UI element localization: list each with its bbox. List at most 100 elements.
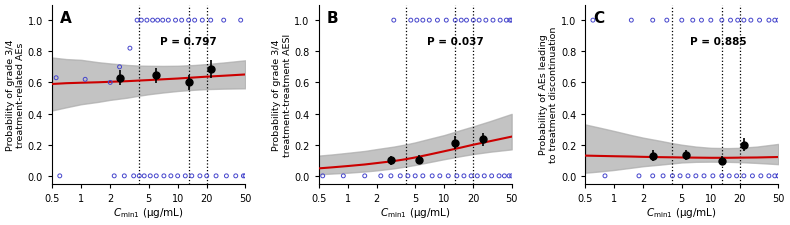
- Point: [471, 174, 483, 178]
- Text: P = 0.797: P = 0.797: [160, 37, 217, 47]
- Point: [762, 174, 775, 178]
- Text: A: A: [60, 11, 72, 26]
- Point: [237, 174, 250, 178]
- Point: [732, 19, 744, 23]
- Point: [730, 174, 743, 178]
- Point: [235, 19, 247, 23]
- Point: [769, 174, 781, 178]
- Text: C: C: [593, 11, 604, 26]
- Point: [687, 19, 699, 23]
- Point: [473, 19, 486, 23]
- Text: P = 0.885: P = 0.885: [690, 37, 747, 47]
- Point: [169, 19, 182, 23]
- Point: [762, 19, 775, 23]
- Point: [123, 47, 136, 51]
- Point: [467, 19, 480, 23]
- Point: [409, 174, 422, 178]
- Point: [209, 174, 222, 178]
- Point: [144, 174, 156, 178]
- Point: [599, 174, 611, 178]
- Point: [316, 174, 329, 178]
- Point: [387, 19, 400, 23]
- Point: [175, 19, 188, 23]
- Point: [625, 19, 638, 23]
- Point: [133, 174, 145, 178]
- Point: [205, 19, 217, 23]
- Point: [500, 19, 513, 23]
- Y-axis label: Probability of grade 3/4
treatment-treatment AESI: Probability of grade 3/4 treatment-treat…: [272, 33, 292, 156]
- Point: [772, 174, 784, 178]
- Point: [723, 174, 735, 178]
- Point: [487, 19, 499, 23]
- Point: [449, 19, 461, 23]
- X-axis label: $C_{\mathrm{min1}}$ (μg/mL): $C_{\mathrm{min1}}$ (μg/mL): [646, 205, 717, 219]
- Point: [201, 174, 213, 178]
- Point: [440, 19, 453, 23]
- Point: [753, 19, 766, 23]
- Point: [666, 174, 679, 178]
- Text: P = 0.037: P = 0.037: [427, 37, 483, 47]
- Point: [108, 174, 121, 178]
- Point: [450, 174, 463, 178]
- Point: [698, 174, 710, 178]
- Point: [79, 78, 92, 82]
- Point: [724, 19, 737, 23]
- Point: [716, 19, 728, 23]
- Point: [162, 19, 175, 23]
- Point: [196, 19, 209, 23]
- Point: [426, 174, 438, 178]
- Point: [182, 19, 195, 23]
- Point: [50, 76, 62, 80]
- Point: [113, 66, 126, 69]
- Point: [152, 19, 164, 23]
- Point: [504, 19, 517, 23]
- Point: [465, 174, 477, 178]
- Point: [127, 174, 140, 178]
- Point: [186, 174, 198, 178]
- Point: [506, 174, 518, 178]
- Point: [394, 174, 407, 178]
- Point: [716, 174, 728, 178]
- Point: [179, 174, 192, 178]
- Point: [706, 174, 719, 178]
- Point: [772, 19, 784, 23]
- Point: [337, 174, 350, 178]
- Point: [769, 19, 781, 23]
- Point: [239, 174, 251, 178]
- Point: [682, 174, 694, 178]
- Point: [746, 174, 758, 178]
- Point: [401, 174, 414, 178]
- Text: B: B: [326, 11, 338, 26]
- Point: [738, 19, 750, 23]
- Point: [416, 174, 429, 178]
- Point: [633, 174, 645, 178]
- Point: [157, 174, 170, 178]
- Point: [416, 19, 429, 23]
- Point: [498, 174, 510, 178]
- Point: [359, 174, 371, 178]
- Point: [423, 19, 435, 23]
- Point: [411, 19, 423, 23]
- Point: [493, 174, 506, 178]
- Y-axis label: Probability of AEs leading
to treatment discontinuation: Probability of AEs leading to treatment …: [539, 27, 558, 162]
- Point: [705, 19, 717, 23]
- Point: [135, 19, 148, 23]
- Point: [104, 81, 117, 85]
- Point: [194, 174, 206, 178]
- Point: [54, 174, 66, 178]
- Point: [754, 174, 767, 178]
- Point: [431, 19, 444, 23]
- Point: [675, 19, 688, 23]
- Point: [646, 174, 659, 178]
- Point: [229, 174, 242, 178]
- Point: [478, 174, 491, 178]
- Point: [220, 174, 233, 178]
- Point: [404, 19, 417, 23]
- Point: [656, 174, 669, 178]
- Point: [744, 19, 757, 23]
- Point: [164, 174, 177, 178]
- Point: [772, 174, 784, 178]
- Point: [146, 19, 159, 23]
- X-axis label: $C_{\mathrm{min1}}$ (μg/mL): $C_{\mathrm{min1}}$ (μg/mL): [113, 205, 184, 219]
- Point: [506, 19, 518, 23]
